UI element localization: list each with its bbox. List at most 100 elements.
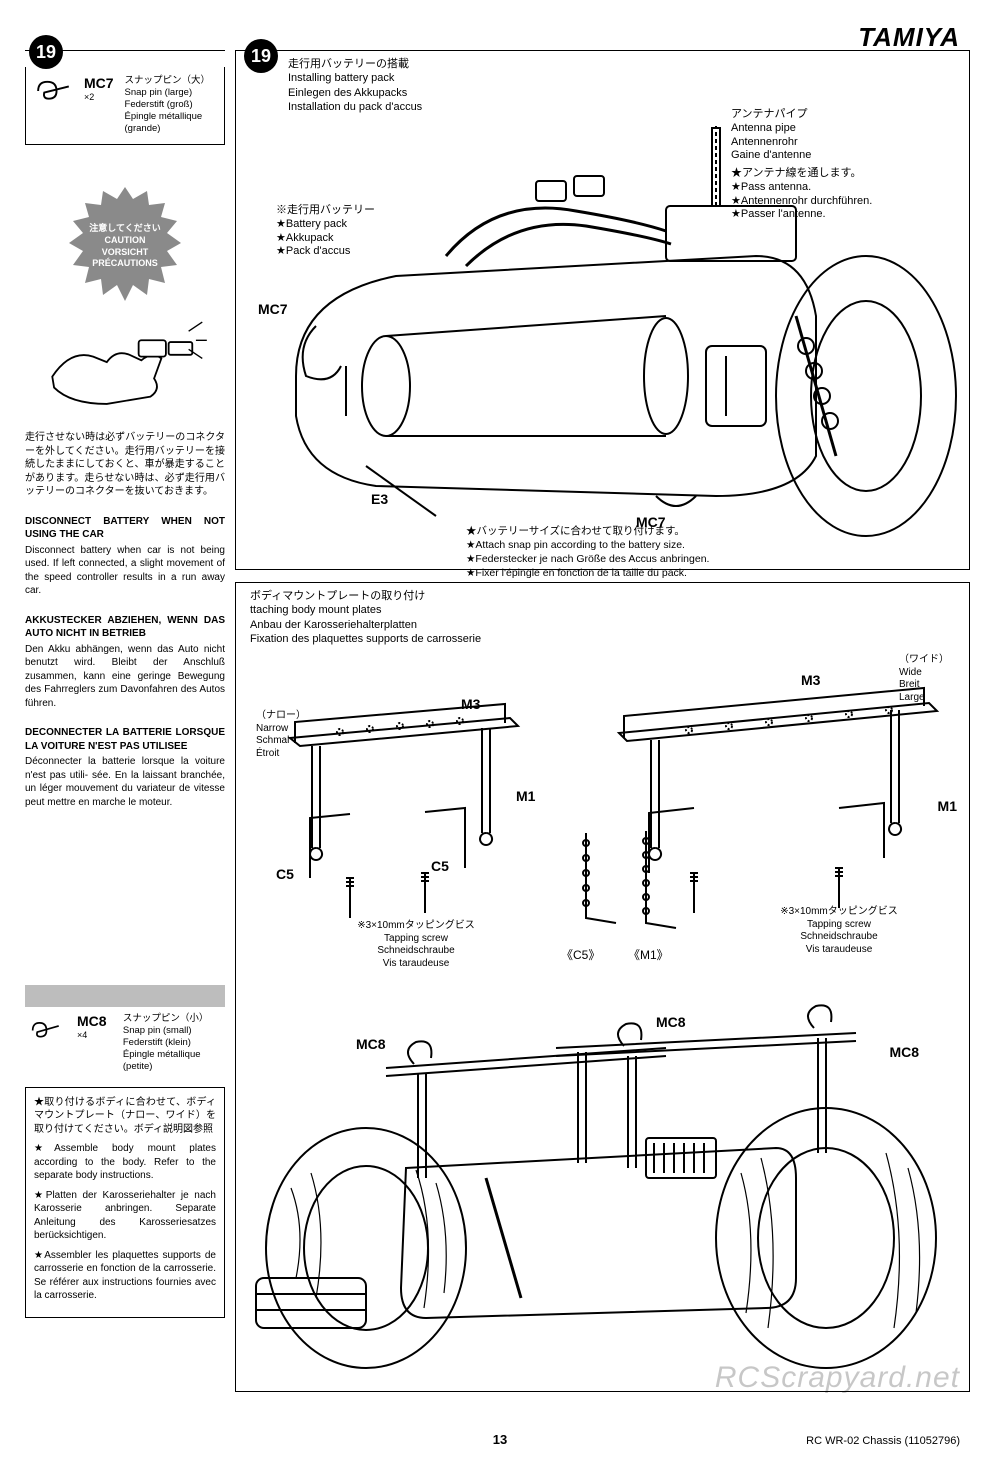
battery-note: ※走行用バッテリー ★Battery pack ★Akkupack ★Pack … — [276, 204, 436, 259]
snap-pin-large-icon — [32, 75, 78, 107]
c5-m1-ref-svg — [566, 823, 686, 953]
mc8-jp: スナップピン（小） — [123, 1013, 225, 1025]
snap-jp: ★バッテリーサイズに合わせて取り付けます。 — [466, 524, 886, 538]
mc7-desc: スナップピン（大） Snap pin (large) Federstift (g… — [125, 75, 218, 134]
watermark: RCScrapyard.net — [715, 1361, 960, 1395]
narrow-en: Narrow — [256, 723, 306, 736]
batt-de: ★Akkupack — [276, 232, 436, 246]
section-bodymount-frame: ボディマウントプレートの取り付け ttaching body mount pla… — [235, 582, 970, 1392]
screw-de-l: Schneidschraube — [326, 945, 506, 958]
screw-jp-l: ※3×10mmタッピングビス — [326, 920, 506, 933]
mc7-parts-box: MC7 ×2 スナップピン（大） Snap pin (large) Feders… — [25, 67, 225, 145]
label-m3b: M3 — [801, 672, 820, 688]
body-mount-tip-box: ★取り付けるボディに合わせて、ボディマウントプレート（ナロー、ワイド）を取り付け… — [25, 1087, 225, 1318]
screw-fr-l: Vis taraudeuse — [326, 958, 506, 971]
mc8-fr: Épingle métallique (petite) — [123, 1049, 225, 1073]
section-19-frame: 19 走行用バッテリーの搭載 Installing battery pack E… — [235, 50, 970, 570]
tip-en: ★Assemble body mount plates according to… — [34, 1142, 216, 1183]
bodymount-titles: ボディマウントプレートの取り付け ttaching body mount pla… — [250, 589, 481, 646]
label-m1b: M1 — [938, 798, 957, 814]
disconnect-fr-hdr: DECONNECTER LA BATTERIE LORSQUE LA VOITU… — [25, 726, 225, 753]
chassis-full-svg — [236, 978, 971, 1378]
caution-en: CAUTION — [65, 235, 185, 247]
wide-de: Breit — [899, 679, 949, 692]
sec19-title-de: Einlegen des Akkupacks — [288, 86, 422, 100]
mc7-qty: ×2 — [84, 92, 94, 102]
label-c5b: C5 — [431, 858, 449, 874]
mc7-fr: Épingle métallique (grande) — [125, 111, 218, 135]
disconnect-en: DISCONNECT BATTERY WHEN NOT USING THE CA… — [25, 515, 225, 598]
label-m1a: M1 — [516, 788, 535, 804]
label-mc7-a: MC7 — [258, 301, 288, 317]
hand-disconnect-icon — [40, 313, 210, 413]
ant-jp: アンテナパイプ — [731, 108, 951, 122]
screw-note-left: ※3×10mmタッピングビス Tapping screw Schneidschr… — [326, 920, 506, 970]
caution-badge: 注意してください CAUTION VORSICHT PRÉCAUTIONS — [65, 185, 185, 305]
ant-fr: Gaine d'antenne — [731, 149, 951, 163]
disconnect-de: AKKUSTECKER ABZIEHEN, WENN DAS AUTO NICH… — [25, 614, 225, 711]
label-m1ref: 《M1》 — [628, 946, 669, 963]
disconnect-jp: 走行させない時は必ずバッテリーのコネクターを外してください。走行用バッテリーを接… — [25, 431, 225, 499]
caution-fr: PRÉCAUTIONS — [65, 258, 185, 270]
caution-jp: 注意してください — [65, 223, 185, 235]
sec19-title-jp: 走行用バッテリーの搭載 — [288, 57, 422, 71]
label-mc8b: MC8 — [656, 1014, 686, 1030]
label-e3: E3 — [371, 491, 388, 507]
gray-divider — [25, 985, 225, 1007]
bm-title-en: ttaching body mount plates — [250, 603, 481, 617]
disconnect-en-body: Disconnect battery when car is not being… — [25, 545, 225, 597]
mc8-qty: ×4 — [77, 1030, 87, 1040]
sec19-title-fr: Installation du pack d'accus — [288, 100, 422, 114]
section-19-title-row: 19 走行用バッテリーの搭載 Installing battery pack E… — [236, 51, 969, 116]
batt-jp: ※走行用バッテリー — [276, 204, 436, 218]
wide-fr: Large — [899, 692, 949, 705]
tip-fr: ★Assembler les plaquettes supports de ca… — [34, 1249, 216, 1303]
screw-fr-r: Vis taraudeuse — [749, 944, 929, 957]
bm-title-de: Anbau der Karosseriehalterplatten — [250, 618, 481, 632]
narrow-fr: Étroit — [256, 748, 306, 761]
caution-text: 注意してください CAUTION VORSICHT PRÉCAUTIONS — [65, 223, 185, 270]
pass-de: ★Antennenrohr durchführen. — [731, 195, 951, 209]
wide-en: Wide — [899, 667, 949, 680]
snap-pin-small-icon — [25, 1013, 71, 1045]
mc7-code: MC7 — [84, 75, 114, 91]
screw-note-right: ※3×10mmタッピングビス Tapping screw Schneidschr… — [749, 906, 929, 956]
batt-fr: ★Pack d'accus — [276, 245, 436, 259]
disconnect-de-body: Den Akku abhängen, wenn das Auto nicht b… — [25, 644, 225, 709]
mc8-en: Snap pin (small) — [123, 1025, 225, 1037]
batt-en: ★Battery pack — [276, 218, 436, 232]
pass-jp: ★アンテナ線を通します。 — [731, 167, 951, 181]
chassis-full-diagram: MC8 MC8 MC8 — [236, 978, 969, 1378]
bodymount-title-row: ボディマウントプレートの取り付け ttaching body mount pla… — [236, 583, 969, 648]
snap-de: ★Federstecker je nach Größe des Accus an… — [466, 552, 886, 566]
page-number: 13 — [493, 1432, 507, 1447]
narrow-jp: （ナロー） — [256, 710, 306, 723]
bm-title-jp: ボディマウントプレートの取り付け — [250, 589, 481, 603]
mc8-desc: スナップピン（小） Snap pin (small) Federstift (k… — [123, 1013, 225, 1072]
mc7-jp: スナップピン（大） — [125, 75, 218, 87]
footer-code: RC WR-02 Chassis (11052796) — [806, 1435, 960, 1447]
tip-de: ★Platten der Karosseriehalter je nach Ka… — [34, 1189, 216, 1243]
mc7-en: Snap pin (large) — [125, 87, 218, 99]
screw-de-r: Schneidschraube — [749, 931, 929, 944]
label-c5a: C5 — [276, 866, 294, 882]
mc8-de: Federstift (klein) — [123, 1037, 225, 1049]
snap-note: ★バッテリーサイズに合わせて取り付けます。 ★Attach snap pin a… — [466, 524, 886, 581]
snap-en: ★Attach snap pin according to the batter… — [466, 538, 886, 552]
pass-en: ★Pass antenna. — [731, 181, 951, 195]
mount-plate-diagram: （ナロー） Narrow Schmal Étroit （ワイド） Wide Br… — [236, 648, 969, 978]
pass-fr: ★Passer l'antenne. — [731, 208, 951, 222]
screw-en-l: Tapping screw — [326, 933, 506, 946]
step-number-19-right: 19 — [244, 39, 278, 73]
tip-jp: ★取り付けるボディに合わせて、ボディマウントプレート（ナロー、ワイド）を取り付け… — [34, 1096, 216, 1137]
narrow-de: Schmal — [256, 735, 306, 748]
label-c5ref: 《C5》 — [561, 946, 600, 963]
antenna-note: アンテナパイプ Antenna pipe Antennenrohr Gaine … — [731, 108, 951, 222]
ant-de: Antennenrohr — [731, 136, 951, 150]
left-column: 19 MC7 ×2 スナップピン（大） Snap pin (large) Fed… — [25, 50, 225, 1318]
ant-en: Antenna pipe — [731, 122, 951, 136]
label-m3a: M3 — [461, 696, 480, 712]
screw-jp-r: ※3×10mmタッピングビス — [749, 906, 929, 919]
disconnect-fr: DECONNECTER LA BATTERIE LORSQUE LA VOITU… — [25, 726, 225, 809]
sec19-title-en: Installing battery pack — [288, 71, 422, 85]
